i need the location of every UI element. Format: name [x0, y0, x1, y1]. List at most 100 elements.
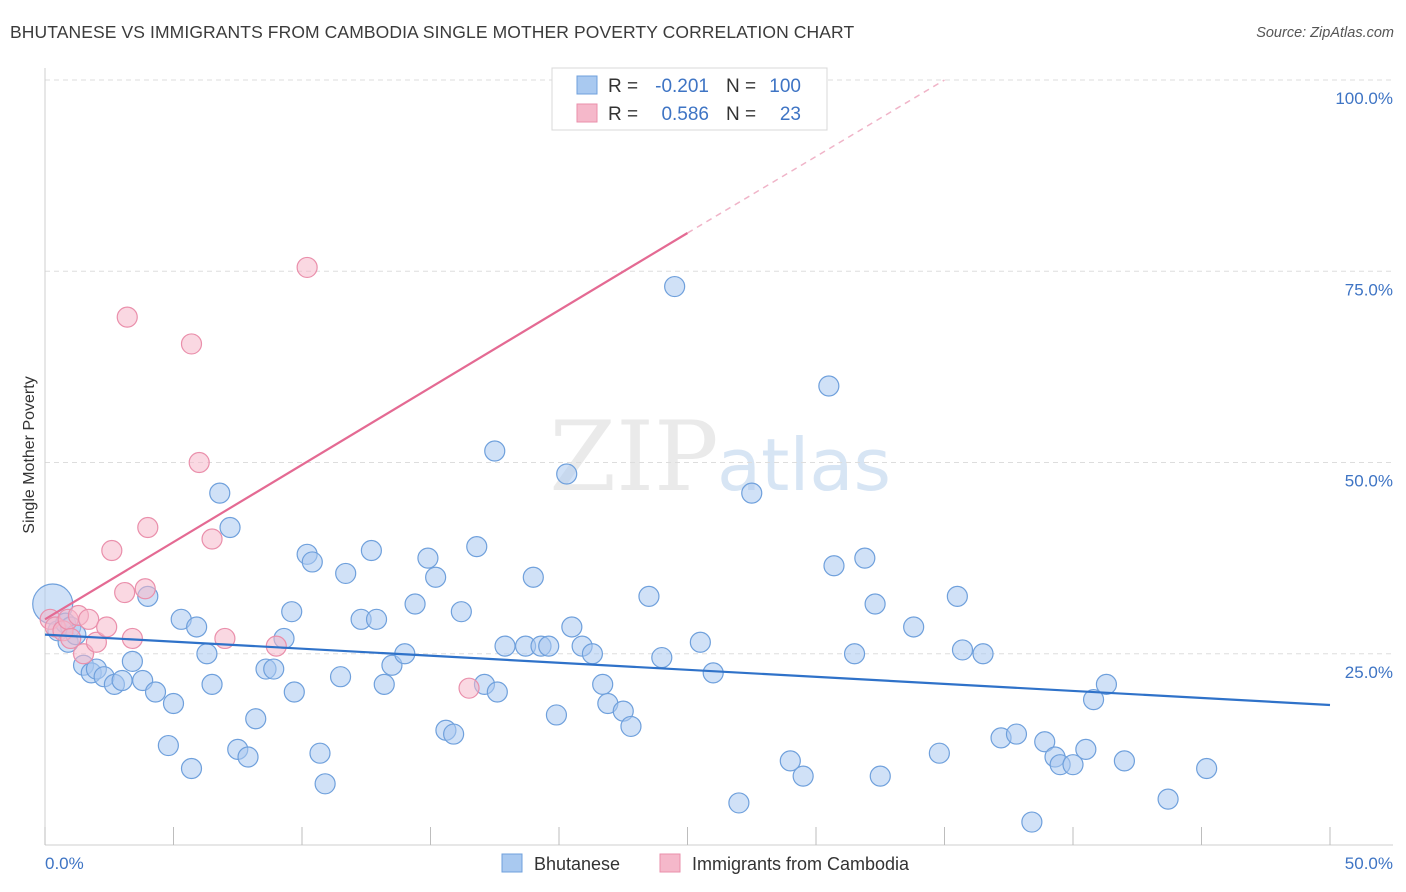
data-point-bhutanese: [443, 723, 465, 745]
watermark-zip: ZIP: [549, 401, 718, 513]
data-point-bhutanese: [209, 482, 231, 504]
y-tick-label: 50.0%: [1345, 472, 1393, 491]
data-point-bhutanese: [928, 742, 950, 764]
data-point-bhutanese: [486, 681, 508, 703]
data-point-cambodia: [116, 306, 138, 328]
data-point-cambodia: [101, 539, 123, 562]
data-point-bhutanese: [1082, 689, 1105, 711]
data-point-bhutanese: [309, 742, 331, 764]
data-point-bhutanese: [144, 681, 167, 703]
data-point-bhutanese: [972, 643, 994, 665]
legend-top-n-value-1: 100: [769, 76, 801, 97]
legend-top-n-label-1: N =: [726, 76, 756, 97]
data-point-bhutanese: [111, 669, 133, 692]
data-point-bhutanese: [869, 765, 891, 787]
legend-top-r-label-1: R =: [608, 76, 638, 97]
legend-bottom-label-bhutanese: Bhutanese: [534, 854, 620, 874]
data-point-bhutanese: [728, 792, 750, 814]
data-point-cambodia: [180, 333, 203, 355]
data-point-bhutanese: [404, 593, 426, 615]
data-point-bhutanese: [417, 547, 439, 569]
gridlines: [45, 79, 1393, 655]
data-point-bhutanese: [466, 536, 488, 558]
trend-line-cambodia: [44, 232, 689, 621]
legend-top-swatch-bhutanese: [576, 75, 598, 95]
data-point-cambodia: [188, 451, 210, 474]
data-point-bhutanese: [561, 616, 583, 638]
trend-line-cambodia-extension: [687, 79, 945, 234]
data-point-bhutanese: [818, 375, 840, 397]
data-point-bhutanese: [162, 692, 185, 715]
data-point-cambodia: [137, 516, 159, 539]
data-point-bhutanese: [946, 585, 968, 607]
legend-top-box: [551, 67, 828, 131]
y-tick-labels: 25.0% 50.0% 75.0% 100.0%: [1335, 89, 1393, 682]
data-point-bhutanese: [329, 666, 352, 688]
data-point-cambodia: [458, 677, 480, 699]
y-axis-label: Single Mother Poverty: [21, 376, 38, 533]
data-point-bhutanese: [1095, 673, 1118, 695]
legend-top-r-label-2: R =: [608, 104, 638, 125]
data-point-bhutanese: [1196, 757, 1218, 780]
data-point-bhutanese: [237, 746, 259, 768]
legend-bottom: Bhutanese Immigrants from Cambodia: [501, 853, 910, 874]
data-point-cambodia: [134, 578, 156, 600]
y-tick-label: 75.0%: [1345, 280, 1393, 299]
data-point-bhutanese: [854, 547, 876, 569]
data-point-bhutanese: [245, 708, 267, 730]
data-point-bhutanese: [1062, 754, 1084, 776]
data-point-bhutanese: [522, 566, 544, 588]
data-point-cambodia: [60, 627, 82, 650]
data-point-bhutanese: [335, 562, 357, 585]
data-point-bhutanese: [741, 482, 763, 504]
data-point-cambodia: [201, 528, 223, 550]
data-point-bhutanese: [592, 673, 614, 695]
data-point-cambodia: [96, 616, 118, 638]
data-point-bhutanese: [1021, 811, 1043, 833]
data-point-cambodia: [296, 256, 318, 279]
legend-top-r-value-2: 0.586: [661, 104, 709, 125]
data-point-bhutanese: [281, 601, 303, 623]
data-point-bhutanese: [1113, 750, 1136, 772]
data-point-bhutanese: [864, 593, 886, 615]
data-point-bhutanese: [301, 551, 323, 573]
data-point-bhutanese: [638, 585, 660, 607]
data-point-bhutanese: [157, 734, 179, 757]
data-point-bhutanese: [1034, 731, 1056, 753]
data-point-bhutanese: [494, 635, 516, 657]
x-axis-ticks: [44, 827, 1331, 845]
data-point-bhutanese: [620, 715, 642, 738]
data-point-bhutanese: [201, 673, 223, 695]
data-point-bhutanese: [263, 658, 285, 680]
data-point-bhutanese: [556, 463, 578, 485]
legend-top-r-value-1: -0.201: [655, 76, 709, 97]
data-point-bhutanese: [843, 643, 866, 665]
data-point-bhutanese: [425, 566, 447, 588]
data-point-bhutanese: [581, 643, 604, 665]
data-point-bhutanese: [365, 608, 388, 630]
trend-lines: [44, 79, 1331, 707]
data-point-bhutanese: [283, 681, 305, 703]
legend-bottom-swatch-bhutanese: [501, 853, 523, 873]
watermark: ZIP atlas: [549, 401, 891, 513]
y-tick-label: 100.0%: [1335, 89, 1393, 108]
data-point-bhutanese: [538, 635, 560, 657]
legend-top: R = -0.201 N = 100 R = 0.586 N = 23: [551, 67, 828, 131]
legend-top-swatch-cambodia: [576, 103, 598, 123]
data-point-bhutanese: [823, 555, 845, 577]
data-point-bhutanese: [186, 616, 208, 638]
data-point-bhutanese: [1075, 738, 1097, 760]
data-point-cambodia: [78, 608, 100, 630]
data-point-bhutanese: [903, 616, 925, 638]
legend-bottom-swatch-cambodia: [659, 853, 681, 873]
x-tick-label-max: 50.0%: [1345, 854, 1393, 873]
data-point-bhutanese: [373, 673, 395, 695]
data-point-bhutanese: [196, 643, 218, 665]
data-point-bhutanese: [951, 639, 974, 661]
chart-title: BHUTANESE VS IMMIGRANTS FROM CAMBODIA SI…: [10, 22, 855, 42]
legend-bottom-label-cambodia: Immigrants from Cambodia: [692, 854, 910, 874]
data-point-bhutanese: [779, 750, 801, 772]
data-point-bhutanese: [450, 601, 472, 623]
y-tick-label: 25.0%: [1345, 663, 1393, 682]
